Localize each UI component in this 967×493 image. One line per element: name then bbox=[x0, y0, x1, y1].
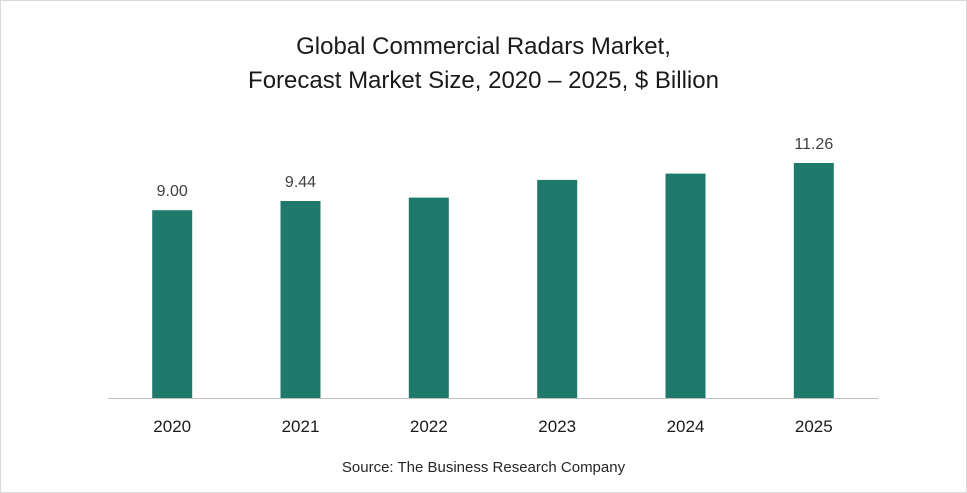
bar-2020 bbox=[152, 210, 193, 398]
data-labels-group: 9.00 9.44 11.26 bbox=[157, 136, 834, 200]
bar-2022 bbox=[408, 197, 449, 398]
data-label-2020: 9.00 bbox=[157, 183, 188, 200]
data-label-2025: 11.26 bbox=[794, 136, 833, 153]
x-tick-label-2022: 2022 bbox=[410, 417, 448, 436]
x-tick-label-2020: 2020 bbox=[153, 417, 191, 436]
x-tick-labels-group: 2020 2021 2022 2023 2024 2025 bbox=[153, 417, 832, 436]
data-label-2021: 9.44 bbox=[285, 174, 316, 191]
x-tick-label-2021: 2021 bbox=[282, 417, 320, 436]
chart-title: Global Commercial Radars Market, Forecas… bbox=[0, 30, 967, 98]
chart-title-line-1: Global Commercial Radars Market, bbox=[296, 33, 671, 60]
bar-2024 bbox=[665, 173, 706, 398]
bar-2021 bbox=[280, 201, 321, 398]
bar-2023 bbox=[537, 179, 578, 398]
chart-title-line-2: Forecast Market Size, 2020 – 2025, $ Bil… bbox=[248, 67, 719, 94]
x-tick-label-2024: 2024 bbox=[667, 417, 705, 436]
source-note: Source: The Business Research Company bbox=[341, 459, 626, 476]
bar-2025 bbox=[793, 163, 834, 398]
bars-group bbox=[152, 163, 834, 398]
x-tick-label-2023: 2023 bbox=[538, 417, 576, 436]
x-tick-label-2025: 2025 bbox=[795, 417, 833, 436]
